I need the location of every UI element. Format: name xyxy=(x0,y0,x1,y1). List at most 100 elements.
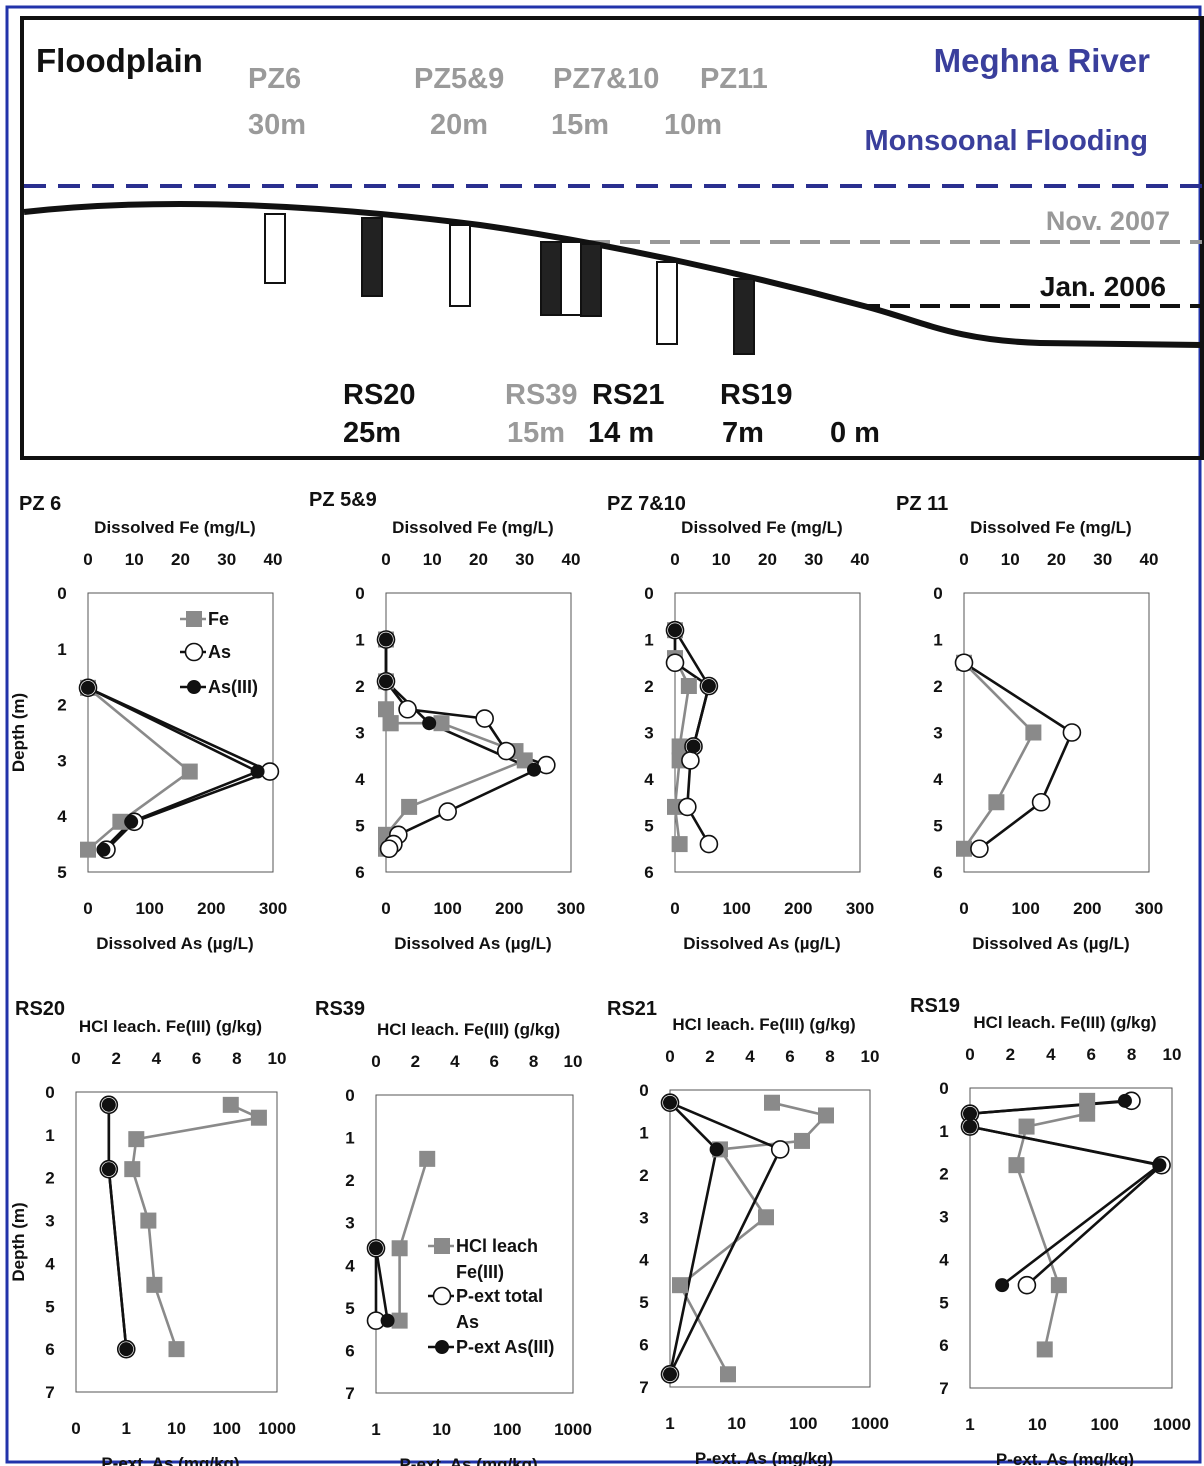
rs-distance: 15m xyxy=(507,417,565,449)
pz-distance: 20m xyxy=(430,109,488,141)
data-point xyxy=(1025,724,1042,741)
depth-tick-label: 0 xyxy=(355,584,364,603)
bottom-tick-label: 300 xyxy=(1135,899,1163,918)
top-tick-label: 20 xyxy=(469,550,488,569)
transect-frame xyxy=(20,16,1204,460)
depth-tick-label: 1 xyxy=(45,1126,54,1145)
river-label: Meghna River xyxy=(934,42,1151,79)
pz-name: PZ11 xyxy=(700,63,768,95)
bottom-tick-label: 100 xyxy=(493,1420,521,1439)
bottom-tick-label: 0 xyxy=(71,1419,80,1438)
pz-distance: 10m xyxy=(664,109,722,141)
bottom-tick-label: 1 xyxy=(665,1414,674,1433)
depth-axis-label: Depth (m) xyxy=(9,693,28,772)
top-tick-label: 4 xyxy=(450,1052,460,1071)
data-point xyxy=(250,764,265,779)
legend-label-line: P-ext As(III) xyxy=(456,1337,554,1357)
top-tick-label: 10 xyxy=(268,1049,287,1068)
rs-name: RS39 xyxy=(505,379,578,411)
data-point xyxy=(1079,1092,1096,1109)
bottom-tick-label: 100 xyxy=(722,899,750,918)
series-line xyxy=(668,1101,718,1375)
bottom-tick-label: 100 xyxy=(213,1419,241,1438)
rs-name: RS20 xyxy=(343,379,416,411)
nov-2007-label: Nov. 2007 xyxy=(1046,206,1170,236)
bottom-axis-label: Dissolved As (µg/L) xyxy=(683,934,840,953)
pz11-well xyxy=(656,261,678,345)
top-tick-label: 0 xyxy=(965,1045,974,1064)
panel-title: RS39 xyxy=(315,998,365,1020)
legend-label: As(III) xyxy=(208,677,258,697)
data-point xyxy=(250,1109,267,1126)
depth-tick-label: 4 xyxy=(639,1251,649,1270)
data-point xyxy=(681,751,700,770)
top-tick-label: 20 xyxy=(758,550,777,569)
data-point xyxy=(419,1150,436,1167)
bottom-tick-label: 0 xyxy=(381,899,390,918)
data-point xyxy=(764,1094,780,1111)
top-tick-label: 6 xyxy=(785,1047,794,1066)
bottom-tick-label: 0 xyxy=(959,899,968,918)
depth-tick-label: 4 xyxy=(355,770,365,789)
depth-tick-label: 6 xyxy=(45,1340,54,1359)
data-point xyxy=(665,653,685,673)
legend-label-line: HCl leach xyxy=(456,1236,538,1256)
bottom-tick-label: 100 xyxy=(135,899,163,918)
panel-title: PZ 5&9 xyxy=(309,489,377,511)
depth-tick-label: 3 xyxy=(355,724,364,743)
plot-area xyxy=(75,1091,278,1393)
data-point xyxy=(954,653,974,673)
data-point xyxy=(1152,1158,1167,1173)
top-tick-label: 40 xyxy=(562,550,581,569)
floodplain-label: Floodplain xyxy=(36,42,203,79)
data-point xyxy=(475,709,494,728)
pz59-well xyxy=(449,224,471,307)
legend-label-line: P-ext total xyxy=(456,1286,543,1306)
data-point xyxy=(963,1119,977,1134)
bottom-tick-label: 1 xyxy=(965,1415,974,1434)
data-point xyxy=(222,1096,239,1113)
series-line xyxy=(374,1248,389,1321)
depth-tick-label: 5 xyxy=(933,817,942,836)
data-point xyxy=(668,623,682,638)
data-point xyxy=(101,1097,116,1112)
depth-tick-label: 4 xyxy=(939,1250,949,1269)
bottom-tick-label: 1 xyxy=(371,1420,380,1439)
depth-tick-label: 2 xyxy=(57,696,66,715)
data-point xyxy=(709,1142,724,1157)
top-axis-label: Dissolved Fe (mg/L) xyxy=(970,518,1132,537)
top-tick-label: 10 xyxy=(861,1047,880,1066)
data-point xyxy=(527,762,541,777)
panel-title: RS20 xyxy=(15,998,65,1020)
data-point xyxy=(701,679,716,693)
depth-tick-label: 5 xyxy=(939,1293,948,1312)
series-line xyxy=(963,661,1074,850)
rs-distance: 25m xyxy=(343,417,401,449)
depth-tick-label: 2 xyxy=(939,1165,948,1184)
bottom-tick-label: 200 xyxy=(1073,899,1101,918)
data-point xyxy=(391,1312,408,1329)
bottom-tick-label: 1 xyxy=(122,1419,131,1438)
data-point xyxy=(101,1162,116,1177)
depth-tick-label: 5 xyxy=(639,1293,648,1312)
bottom-axis-label: P-ext. As (mg/kg) xyxy=(695,1449,833,1466)
top-tick-label: 30 xyxy=(1093,550,1112,569)
data-point xyxy=(96,842,111,857)
data-point xyxy=(80,841,96,858)
data-point xyxy=(1117,1093,1132,1108)
depth-tick-label: 4 xyxy=(57,807,67,826)
top-tick-label: 10 xyxy=(712,550,731,569)
depth-tick-label: 7 xyxy=(345,1384,354,1403)
depth-tick-label: 4 xyxy=(644,770,654,789)
depth-tick-label: 6 xyxy=(644,863,653,882)
depth-tick-label: 0 xyxy=(345,1086,354,1105)
data-point xyxy=(379,632,393,647)
depth-tick-label: 5 xyxy=(355,817,364,836)
top-tick-label: 10 xyxy=(1163,1045,1182,1064)
plot-area xyxy=(674,592,861,873)
rs-distance: 7m xyxy=(722,417,764,449)
legend-label: Fe xyxy=(208,609,229,629)
depth-tick-label: 0 xyxy=(57,584,66,603)
